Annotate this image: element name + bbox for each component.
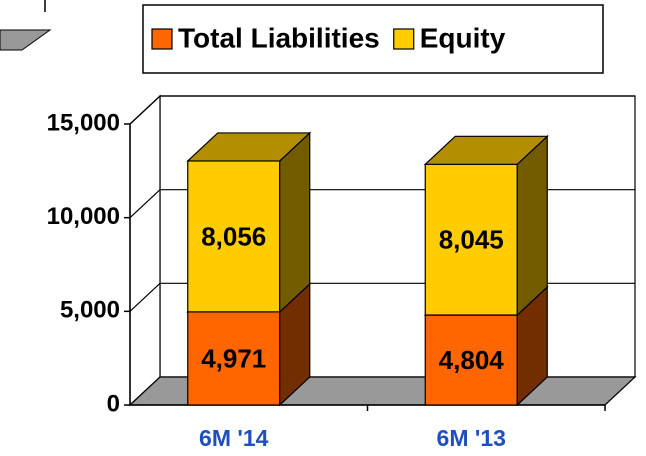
bar-front bbox=[187, 311, 281, 406]
x-tick-label: 6M '14 bbox=[199, 425, 269, 451]
bar-top bbox=[423, 135, 549, 165]
left-wall bbox=[129, 94, 161, 407]
legend-label: Equity bbox=[420, 22, 506, 53]
y-tick-label: 10,000 bbox=[47, 203, 120, 230]
legend-label: Total Liabilities bbox=[178, 22, 380, 53]
data-label: 4,804 bbox=[439, 345, 505, 375]
data-label: 4,971 bbox=[201, 343, 266, 373]
legend-swatch bbox=[151, 28, 173, 50]
data-label: 8,045 bbox=[439, 225, 504, 255]
y-tick-label: 5,000 bbox=[60, 297, 120, 324]
data-label: 8,056 bbox=[201, 221, 266, 251]
legend-box bbox=[142, 4, 604, 74]
bar-top bbox=[186, 132, 312, 162]
x-tick-label: 6M '13 bbox=[437, 425, 506, 451]
bar-segment bbox=[423, 134, 549, 317]
bar-front bbox=[424, 163, 518, 316]
bar-front bbox=[187, 160, 281, 313]
legend-swatch bbox=[393, 28, 415, 50]
y-tick-label: 15,000 bbox=[47, 109, 120, 136]
grid-line bbox=[129, 95, 635, 125]
bar-segment bbox=[186, 131, 312, 314]
bar-side bbox=[516, 134, 548, 317]
fragment-shape bbox=[0, 29, 52, 51]
y-tick-label: 0 bbox=[107, 390, 120, 417]
bar-side bbox=[279, 131, 311, 314]
